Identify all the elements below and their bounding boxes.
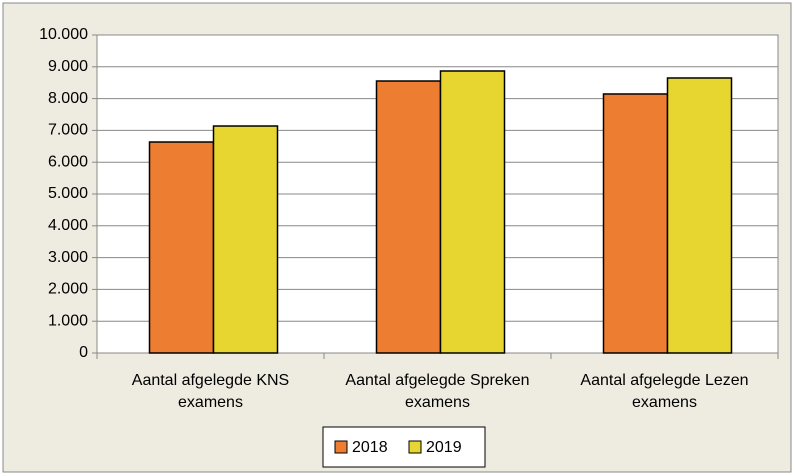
- y-tick-label: 7.000: [48, 122, 88, 139]
- x-tick-label: Aantal afgelegde Lezen examens: [580, 372, 749, 411]
- y-tick-label: 2.000: [48, 281, 88, 298]
- y-tick-label: 5.000: [48, 185, 88, 202]
- legend-swatch: [408, 440, 422, 454]
- y-tick-label: 6.000: [48, 153, 88, 170]
- y-tick-label: 8.000: [48, 90, 88, 107]
- legend-label: 2018: [352, 439, 388, 456]
- y-tick-label: 3.000: [48, 249, 88, 266]
- legend-swatch: [334, 440, 348, 454]
- x-tick-label: Aantal afgelegde KNS examens: [131, 372, 290, 411]
- x-tick-label: Aantal afgelegde Spreken examens: [345, 372, 530, 411]
- bar: [602, 93, 669, 354]
- legend-label: 2019: [426, 439, 462, 456]
- y-tick-label: 9.000: [48, 58, 88, 75]
- y-tick-label: 4.000: [48, 217, 88, 234]
- bar: [666, 77, 733, 354]
- bar: [212, 125, 279, 354]
- y-tick-label: 0: [79, 344, 88, 361]
- legend-box: [322, 426, 486, 468]
- y-tick-label: 10.000: [39, 26, 88, 43]
- bar: [148, 141, 215, 354]
- bar: [375, 80, 442, 354]
- bar: [439, 70, 506, 354]
- y-tick-label: 1.000: [48, 312, 88, 329]
